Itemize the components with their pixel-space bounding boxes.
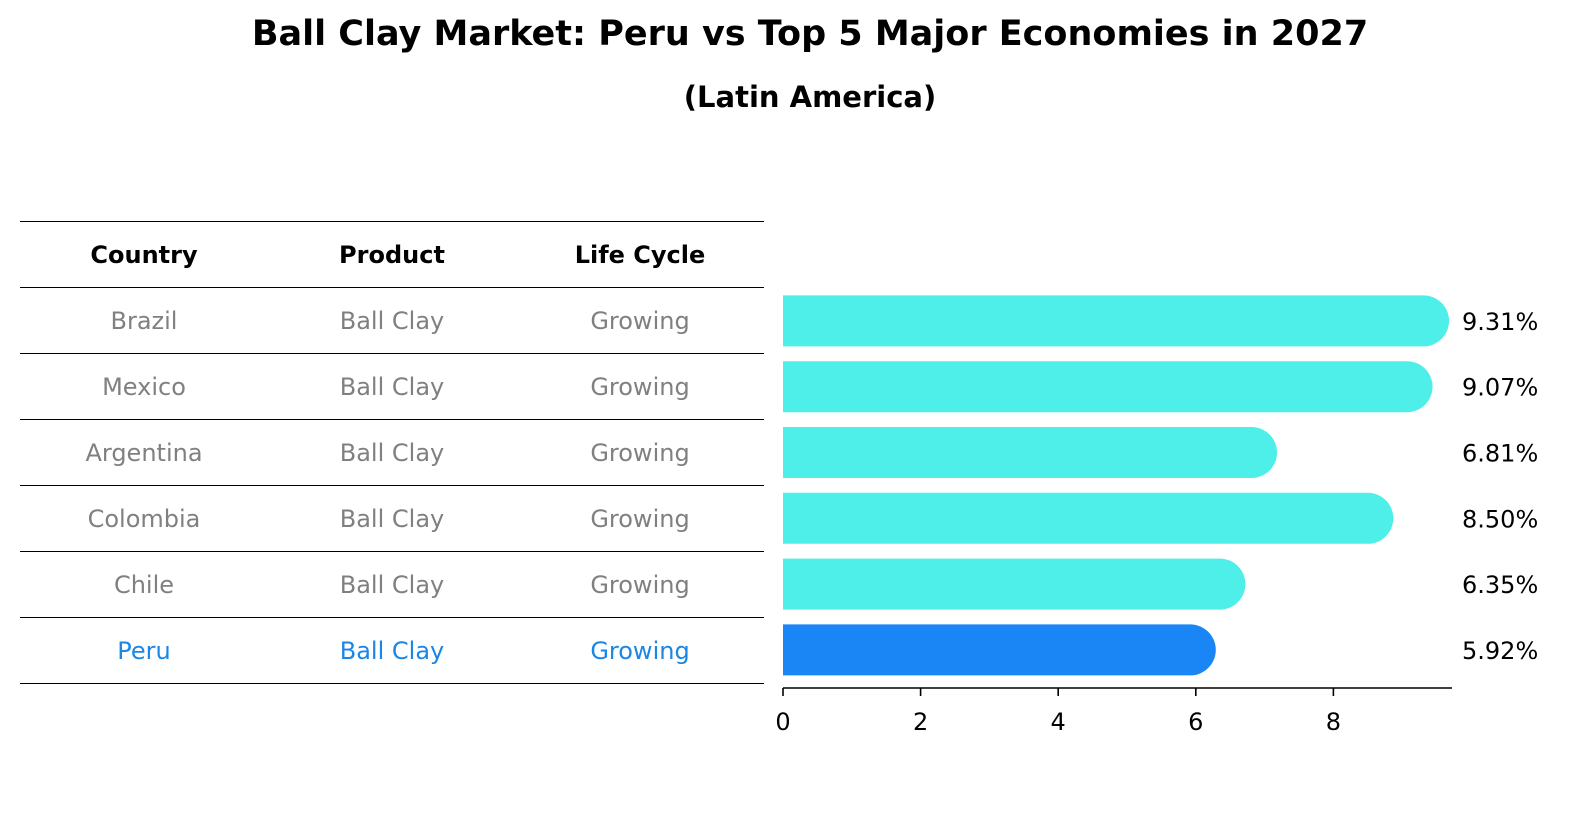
x-tick-label: 2 [913, 708, 928, 736]
table-row: Colombia Ball Clay Growing [20, 486, 764, 552]
cell-country: Mexico [102, 372, 186, 401]
cell-life-cycle: Growing [590, 306, 690, 335]
table-header-row: Country Product Life Cycle [20, 222, 764, 288]
comparison-table: Country Product Life Cycle Brazil Ball C… [20, 221, 764, 684]
bar-value-label: 6.81% [1462, 440, 1538, 468]
bar-highlight [783, 624, 1216, 676]
cell-life-cycle: Growing [590, 636, 690, 665]
cell-product: Ball Clay [339, 636, 445, 665]
bar-value-label: 9.07% [1462, 374, 1538, 402]
header-life-cycle: Life Cycle [574, 240, 706, 269]
header-country: Country [90, 240, 198, 269]
table-row-highlight: Peru Ball Clay Growing [20, 618, 764, 684]
chart-title: Ball Clay Market: Peru vs Top 5 Major Ec… [251, 14, 1369, 54]
cell-life-cycle: Growing [590, 438, 690, 467]
cell-product: Ball Clay [339, 438, 445, 467]
bar [783, 361, 1433, 413]
bar-value-label: 8.50% [1462, 505, 1538, 533]
cell-product: Ball Clay [339, 504, 445, 533]
cell-country: Peru [117, 636, 171, 665]
bar [783, 295, 1450, 347]
cell-country: Brazil [110, 306, 178, 335]
cell-country: Chile [113, 570, 175, 599]
table-row: Mexico Ball Clay Growing [20, 354, 764, 420]
header-product: Product [339, 240, 445, 269]
cell-product: Ball Clay [339, 570, 445, 599]
cell-life-cycle: Growing [590, 372, 690, 401]
bar-value-label: 5.92% [1462, 637, 1538, 665]
table-row: Brazil Ball Clay Growing [20, 288, 764, 354]
x-tick-label: 6 [1188, 708, 1203, 736]
bar [783, 427, 1278, 478]
cell-life-cycle: Growing [590, 504, 690, 533]
x-tick-label: 4 [1051, 708, 1066, 736]
cell-life-cycle: Growing [590, 570, 690, 599]
x-tick-label: 0 [775, 708, 790, 736]
bar [783, 492, 1394, 544]
bar-value-label: 9.31% [1462, 308, 1538, 336]
cell-product: Ball Clay [339, 372, 445, 401]
bar-value-label: 6.35% [1462, 571, 1538, 599]
table-row: Chile Ball Clay Growing [20, 552, 764, 618]
cell-country: Argentina [85, 438, 203, 467]
table-row: Argentina Ball Clay Growing [20, 420, 764, 486]
cell-country: Colombia [87, 504, 201, 533]
x-tick-label: 8 [1326, 708, 1341, 736]
chart-subtitle: (Latin America) [683, 80, 937, 114]
bar [783, 558, 1246, 610]
cell-product: Ball Clay [339, 306, 445, 335]
